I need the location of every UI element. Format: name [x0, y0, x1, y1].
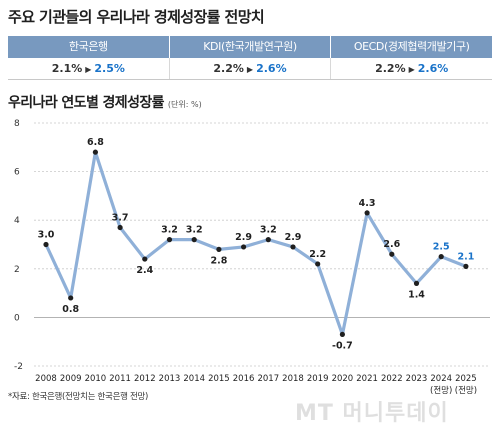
data-label: 2.2	[309, 249, 326, 260]
data-label: 0.8	[62, 304, 79, 315]
arrow-right-icon: ▶	[408, 65, 415, 74]
outlook-header-bok: 한국은행	[8, 36, 170, 58]
data-label: 2.4	[136, 265, 153, 276]
data-point	[413, 280, 420, 286]
x-tick-label: 2010	[85, 374, 107, 384]
x-tick-label: 2015	[208, 374, 230, 384]
data-label: -0.7	[332, 340, 353, 351]
x-tick-label: 2009	[60, 374, 82, 384]
x-tick-label: 2011	[109, 374, 131, 384]
y-tick-label: -2	[14, 362, 23, 372]
data-label: 4.3	[359, 198, 376, 209]
data-label: 1.4	[408, 289, 425, 300]
x-tick-label: 2023	[406, 374, 428, 384]
data-point	[463, 263, 469, 269]
x-tick-sublabel: (전망)	[455, 385, 477, 396]
arrow-right-icon: ▶	[246, 65, 254, 74]
chart-title-text: 우리나라 연도별 경제성장률	[8, 95, 165, 111]
data-label: 2.1	[457, 251, 474, 262]
outlook-from-value: 2.2%	[375, 62, 406, 75]
outlook-header-oecd: OECD(경제협력개발기구)	[331, 36, 493, 58]
x-tick-label: 2017	[257, 374, 279, 384]
source-note: *자료: 한국은행(전망치는 한국은행 전망)	[8, 392, 149, 402]
y-tick-label: 6	[14, 168, 20, 178]
outlook-to-value: 2.6%	[256, 62, 287, 75]
data-point	[216, 246, 222, 252]
outlook-cell-bok: 2.1% ▶ 2.5%	[8, 58, 170, 79]
data-point	[389, 251, 395, 257]
data-label: 2.9	[235, 232, 252, 243]
unit-label: (단위: %)	[167, 100, 202, 109]
arrow-right-icon: ▶	[85, 65, 92, 74]
series-line	[44, 150, 468, 337]
x-tick-label: 2020	[332, 374, 354, 384]
data-label: 2.9	[285, 232, 302, 243]
data-point	[43, 241, 49, 248]
x-tick-label: 2025	[455, 374, 477, 384]
y-tick-label: 0	[14, 313, 20, 323]
data-label: 3.7	[112, 212, 129, 223]
data-point	[290, 244, 296, 250]
x-tick-label: 2022	[381, 374, 403, 384]
x-tick-label: 2021	[356, 374, 378, 384]
outlook-header-kdi: KDI(한국개발연구원)	[169, 36, 332, 58]
data-label: 2.5	[433, 242, 450, 253]
data-point	[364, 210, 370, 216]
data-label: 2.6	[383, 239, 400, 250]
data-point	[92, 149, 98, 155]
y-tick-label: 8	[14, 119, 20, 129]
x-tick-label: 2019	[307, 374, 329, 384]
data-label: 3.2	[161, 225, 178, 236]
x-tick-label: 2012	[134, 374, 156, 384]
data-label: 3.2	[186, 225, 203, 236]
chart-title: 우리나라 연도별 경제성장률 (단위: %)	[8, 92, 202, 112]
data-label: 3.2	[260, 225, 277, 236]
page-title: 주요 기관들의 우리나라 경제성장률 전망치	[8, 8, 265, 26]
x-tick-label: 2008	[35, 374, 57, 384]
data-point	[339, 331, 345, 338]
y-tick-label: 4	[14, 216, 20, 226]
data-point	[438, 254, 444, 260]
outlook-cell-kdi: 2.2% ▶ 2.6%	[170, 58, 332, 79]
data-point	[191, 237, 197, 243]
outlook-to-value: 2.5%	[94, 62, 125, 75]
x-tick-label: 2014	[183, 374, 205, 384]
outlook-from-value: 2.1%	[51, 62, 83, 75]
outlook-to-value: 2.6%	[417, 62, 449, 75]
data-point	[265, 237, 271, 243]
data-point	[315, 261, 321, 267]
data-point	[142, 256, 148, 262]
data-point	[241, 244, 247, 250]
x-tick-label: 2024	[430, 374, 452, 384]
x-tick-label: 2016	[233, 374, 255, 384]
x-tick-label: 2013	[159, 374, 181, 384]
outlook-cell-oecd: 2.2% ▶ 2.6%	[331, 58, 492, 79]
x-tick-sublabel: (전망)	[430, 385, 452, 396]
data-point	[166, 237, 173, 243]
outlook-table: 한국은행 KDI(한국개발연구원) OECD(경제협력개발기구) 2.1% ▶ 2.…	[8, 36, 493, 80]
outlook-from-value: 2.2%	[213, 62, 244, 75]
data-point	[117, 224, 123, 231]
watermark-logo: MT 머니투데이	[295, 401, 449, 426]
data-point	[68, 295, 74, 301]
data-label: 6.8	[87, 137, 104, 148]
outlook-value-row: 2.1% ▶ 2.5% 2.2% ▶ 2.6% 2.2% ▶ 2.6%	[8, 58, 492, 80]
data-label: 3.0	[38, 230, 55, 241]
data-label: 2.8	[210, 255, 227, 266]
outlook-header-row: 한국은행 KDI(한국개발연구원) OECD(경제협력개발기구)	[8, 36, 493, 58]
x-tick-label: 2018	[282, 374, 304, 384]
y-tick-label: 2	[14, 265, 20, 275]
